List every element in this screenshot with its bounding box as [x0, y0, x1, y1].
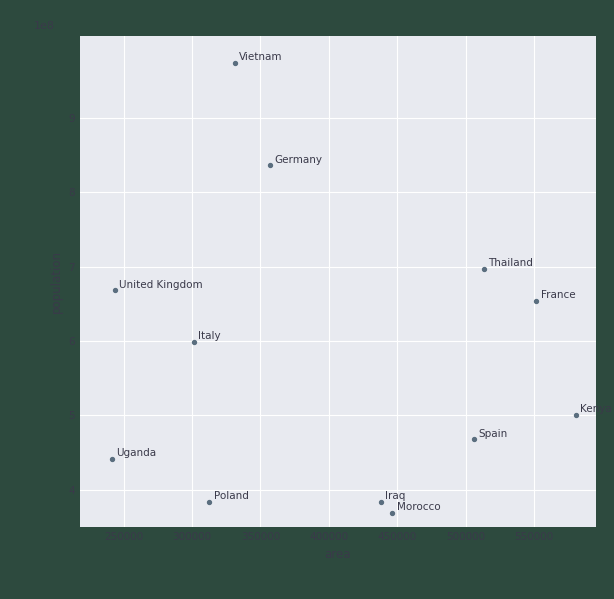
Text: United Kingdom: United Kingdom: [119, 280, 203, 290]
Text: Poland: Poland: [214, 491, 249, 501]
X-axis label: area: area: [324, 547, 351, 561]
Text: Uganda: Uganda: [116, 448, 157, 458]
Text: Kenya: Kenya: [580, 404, 612, 414]
Point: [376, 497, 386, 507]
Point: [532, 296, 542, 305]
Point: [110, 286, 120, 295]
Point: [479, 264, 489, 274]
Text: France: France: [540, 290, 575, 300]
Point: [204, 497, 214, 507]
Text: Italy: Italy: [198, 331, 220, 341]
Y-axis label: population: population: [50, 250, 63, 313]
Text: Iraq: Iraq: [386, 491, 406, 501]
Text: Thailand: Thailand: [488, 258, 532, 268]
Point: [265, 161, 275, 170]
Text: Vietnam: Vietnam: [239, 52, 282, 62]
Text: Spain: Spain: [478, 428, 507, 438]
Point: [469, 434, 479, 444]
Point: [189, 337, 199, 347]
Text: Germany: Germany: [274, 155, 322, 165]
Point: [570, 410, 580, 419]
Point: [387, 508, 397, 518]
Point: [230, 58, 239, 68]
Text: 1e8: 1e8: [33, 21, 55, 31]
Point: [107, 454, 117, 464]
Text: Morocco: Morocco: [397, 502, 440, 512]
